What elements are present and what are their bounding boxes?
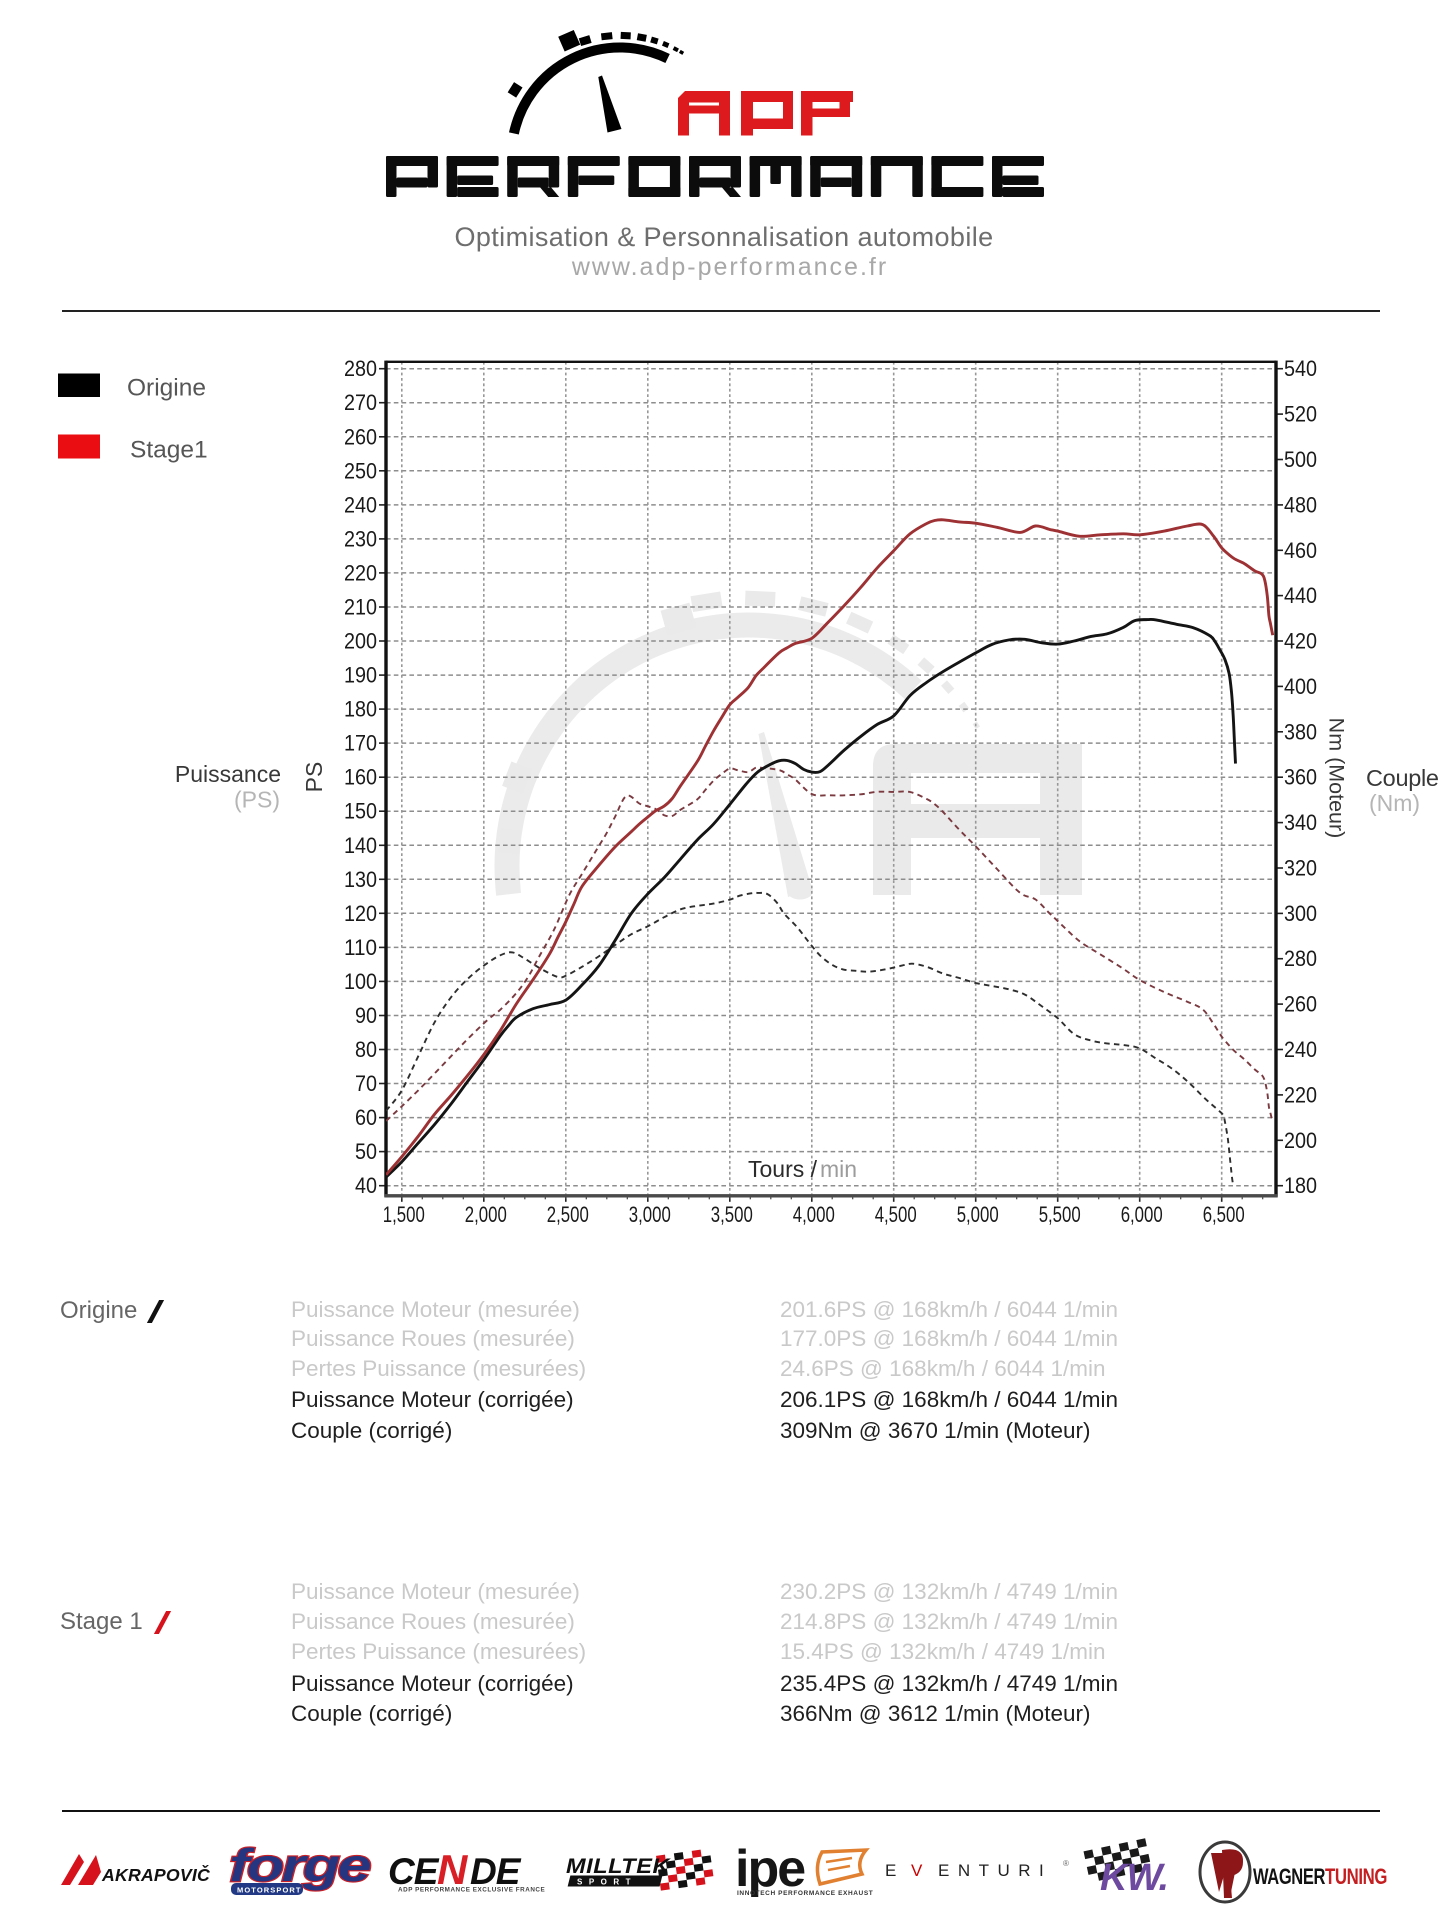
- svg-text:340: 340: [1284, 810, 1317, 835]
- svg-text:110: 110: [344, 935, 377, 960]
- svg-text:220: 220: [1284, 1082, 1317, 1107]
- svg-text:420: 420: [1284, 629, 1317, 654]
- svg-text:500: 500: [1284, 447, 1317, 472]
- svg-text:SPORT: SPORT: [577, 1878, 637, 1887]
- svg-text:3,500: 3,500: [711, 1202, 753, 1227]
- svg-text:260: 260: [344, 424, 377, 449]
- svg-text:480: 480: [1284, 492, 1317, 517]
- svg-text:(Nm): (Nm): [1369, 790, 1420, 816]
- svg-text:Nm (Moteur): Nm (Moteur): [1324, 718, 1348, 839]
- svg-text:min: min: [820, 1156, 857, 1182]
- svg-text:210: 210: [344, 595, 377, 620]
- svg-text:6,500: 6,500: [1203, 1202, 1245, 1227]
- svg-text:90: 90: [355, 1003, 377, 1028]
- svg-text:1,500: 1,500: [383, 1202, 425, 1227]
- svg-text:ENTURI: ENTURI: [938, 1861, 1052, 1880]
- svg-text:2,500: 2,500: [547, 1202, 589, 1227]
- svg-text:270: 270: [344, 390, 377, 415]
- svg-text:460: 460: [1284, 538, 1317, 563]
- svg-text:Puissance: Puissance: [175, 761, 281, 787]
- svg-text:TUNING: TUNING: [1325, 1864, 1387, 1889]
- svg-text:MOTORSPORT: MOTORSPORT: [237, 1886, 302, 1895]
- svg-text:130: 130: [344, 867, 377, 892]
- svg-text:(PS): (PS): [234, 787, 280, 813]
- svg-text:180: 180: [344, 697, 377, 722]
- svg-text:N: N: [437, 1846, 469, 1893]
- svg-text:280: 280: [344, 356, 377, 381]
- svg-text:E: E: [885, 1861, 905, 1880]
- svg-text:®: ®: [1063, 1859, 1069, 1868]
- svg-text:240: 240: [1284, 1037, 1317, 1062]
- svg-text:ipe: ipe: [735, 1840, 805, 1898]
- svg-text:360: 360: [1284, 765, 1317, 790]
- svg-text:V: V: [911, 1861, 931, 1880]
- svg-text:150: 150: [344, 799, 377, 824]
- svg-text:KW.: KW.: [1100, 1857, 1168, 1899]
- svg-text:190: 190: [344, 663, 377, 688]
- svg-text:Stage1: Stage1: [130, 437, 208, 464]
- svg-text:Couple: Couple: [1366, 765, 1439, 791]
- svg-text:6,000: 6,000: [1121, 1202, 1163, 1227]
- svg-text:160: 160: [344, 765, 377, 790]
- svg-text:250: 250: [344, 458, 377, 483]
- svg-text:400: 400: [1284, 674, 1317, 699]
- svg-text:170: 170: [344, 731, 377, 756]
- svg-text:40: 40: [355, 1173, 377, 1198]
- svg-text:230: 230: [344, 526, 377, 551]
- svg-text:3,000: 3,000: [629, 1202, 671, 1227]
- svg-text:200: 200: [344, 629, 377, 654]
- svg-text:60: 60: [355, 1105, 377, 1130]
- svg-text:WAGNER: WAGNER: [1253, 1864, 1325, 1889]
- svg-text:320: 320: [1284, 856, 1317, 881]
- svg-text:240: 240: [344, 492, 377, 517]
- svg-text:280: 280: [1284, 946, 1317, 971]
- svg-text:CE: CE: [388, 1851, 440, 1892]
- svg-text:100: 100: [344, 969, 377, 994]
- svg-text:520: 520: [1284, 402, 1317, 427]
- svg-text:4,500: 4,500: [875, 1202, 917, 1227]
- svg-text:MILLTEK: MILLTEK: [566, 1855, 671, 1878]
- svg-text:540: 540: [1284, 356, 1317, 381]
- svg-text:AKRAPOVIČ: AKRAPOVIČ: [101, 1864, 210, 1885]
- svg-text:140: 140: [344, 833, 377, 858]
- svg-text:380: 380: [1284, 719, 1317, 744]
- svg-text:Origine: Origine: [127, 375, 206, 402]
- svg-text:220: 220: [344, 560, 377, 585]
- svg-text:INNOTECH PERFORMANCE EXHAUST: INNOTECH PERFORMANCE EXHAUST: [737, 1890, 873, 1897]
- svg-text:4,000: 4,000: [793, 1202, 835, 1227]
- svg-text:80: 80: [355, 1037, 377, 1062]
- svg-text:440: 440: [1284, 583, 1317, 608]
- svg-text:ADP PERFORMANCE EXCLUSIVE FRAN: ADP PERFORMANCE EXCLUSIVE FRANCE: [398, 1887, 545, 1894]
- svg-text:50: 50: [355, 1139, 377, 1164]
- svg-text:120: 120: [344, 901, 377, 926]
- svg-text:Tours /: Tours /: [748, 1156, 818, 1182]
- svg-text:5,000: 5,000: [957, 1202, 999, 1227]
- svg-text:260: 260: [1284, 992, 1317, 1017]
- svg-text:70: 70: [355, 1071, 377, 1096]
- svg-text:5,500: 5,500: [1039, 1202, 1081, 1227]
- svg-text:200: 200: [1284, 1128, 1317, 1153]
- svg-text:300: 300: [1284, 901, 1317, 926]
- svg-text:180: 180: [1284, 1173, 1317, 1198]
- svg-text:DE: DE: [470, 1851, 522, 1892]
- svg-text:2,000: 2,000: [465, 1202, 507, 1227]
- svg-text:PS: PS: [301, 762, 327, 793]
